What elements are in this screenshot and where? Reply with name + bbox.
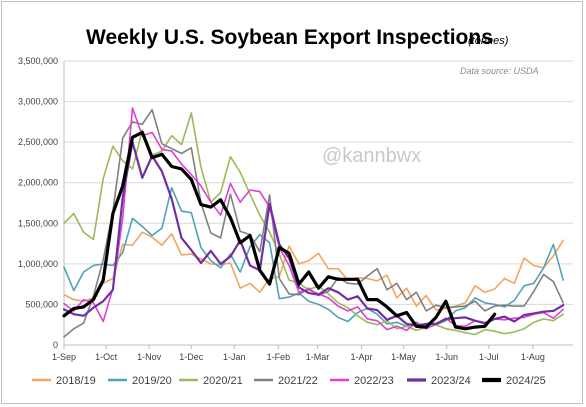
y-tick-label: 0 bbox=[53, 340, 58, 350]
data-source-note: Data source: USDA bbox=[460, 66, 539, 76]
y-tick-label: 3,000,000 bbox=[18, 97, 58, 107]
legend-label: 2019/20 bbox=[132, 375, 172, 387]
x-tick-label: 1-Apr bbox=[351, 352, 373, 362]
y-tick-label: 1,000,000 bbox=[18, 259, 58, 269]
y-tick-label: 500,000 bbox=[25, 299, 58, 309]
series-line-2019-20 bbox=[63, 186, 565, 329]
y-tick-label: 2,000,000 bbox=[18, 178, 58, 188]
series-lines bbox=[62, 107, 565, 338]
legend-label: 2022/23 bbox=[354, 375, 394, 387]
gridlines bbox=[64, 60, 573, 305]
legend-label: 2023/24 bbox=[431, 375, 471, 387]
x-tick-label: 1-Jun bbox=[435, 352, 458, 362]
series-line-2024-25 bbox=[62, 130, 497, 331]
y-tick-label: 3,500,000 bbox=[18, 56, 58, 66]
legend-label: 2021/22 bbox=[278, 375, 318, 387]
legend-label: 2020/21 bbox=[203, 375, 243, 387]
x-tick-label: 1-Feb bbox=[267, 352, 291, 362]
y-axis-ticks: 0 500,000 1,000,000 1,500,000 2,000,000 2,500… bbox=[18, 56, 58, 350]
x-tick-label: 1-Nov bbox=[137, 352, 162, 362]
watermark-text: @kannbwx bbox=[322, 145, 421, 167]
series-line-2018-19 bbox=[63, 231, 565, 311]
legend-label: 2024/25 bbox=[506, 375, 546, 387]
x-tick-label: 1-Jul bbox=[479, 352, 499, 362]
series-line-2023-24 bbox=[62, 141, 565, 327]
axes bbox=[63, 61, 573, 346]
legend-label: 2018/19 bbox=[56, 375, 96, 387]
y-tick-label: 2,500,000 bbox=[18, 137, 58, 147]
x-tick-label: 1-Jan bbox=[223, 352, 246, 362]
x-tick-label: 1-Aug bbox=[521, 352, 545, 362]
x-axis-ticks: 1-Sep 1-Oct 1-Nov 1-Dec 1-Jan 1-Feb 1-Mar 1-Apr… bbox=[52, 345, 545, 362]
chart-title: Weekly U.S. Soybean Export Inspections bbox=[86, 26, 493, 49]
x-tick-label: 1-Sep bbox=[52, 352, 76, 362]
chart-subtitle: (tonnes) bbox=[468, 35, 509, 47]
x-tick-label: 1-May bbox=[391, 352, 417, 362]
legend: 2018/19 2019/20 2020/21 2021/22 2022/23 2023/… bbox=[32, 375, 546, 387]
x-tick-label: 1-Mar bbox=[306, 352, 330, 362]
x-tick-label: 1-Oct bbox=[95, 352, 118, 362]
x-tick-label: 1-Dec bbox=[179, 352, 204, 362]
y-tick-label: 1,500,000 bbox=[18, 218, 58, 228]
